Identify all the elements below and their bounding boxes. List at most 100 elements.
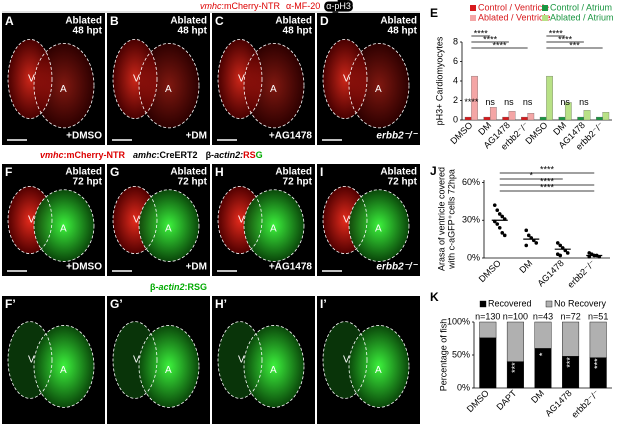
data-point [526, 233, 531, 238]
chamber-label: V [28, 74, 35, 85]
n-label: n=43 [533, 311, 553, 321]
atrium-tissue [139, 189, 199, 262]
atrium-tissue [34, 325, 94, 408]
y-tick-label: 0% [467, 252, 480, 262]
atrium-tissue [244, 189, 304, 262]
bar-segment [534, 321, 552, 349]
panel-tag: Ablated [275, 16, 312, 27]
data-point [524, 228, 529, 233]
panel-letter: H [215, 165, 224, 179]
chamber-label: V [343, 74, 350, 85]
data-point [558, 243, 563, 248]
y-axis-label: pH3+ Cardiomyocytes [434, 36, 444, 125]
panel-letter: E [430, 6, 438, 20]
ventricle-outline [217, 39, 263, 119]
atrium-outline [243, 42, 305, 129]
significance-label: **** [474, 28, 489, 38]
chamber-label: V [133, 74, 140, 85]
chamber-label: V [343, 215, 350, 226]
header-part: actin2: [214, 150, 243, 160]
significance-label: **** [483, 34, 498, 44]
image-panel: H’ V A [212, 296, 315, 424]
panel-tag: Ablated [65, 167, 102, 178]
y-tick-label: 0% [457, 382, 470, 392]
treatment-label: +DM [186, 131, 207, 142]
legend-swatch [542, 5, 548, 11]
treatment-label: +DMSO [66, 262, 102, 273]
significance-label: **** [558, 34, 573, 44]
significance-label: **** [492, 40, 507, 50]
y-tick-label: 0 [453, 114, 458, 124]
y-tick-label: 60% [462, 177, 480, 187]
n-label: n=100 [503, 311, 528, 321]
significance-label: **** [540, 182, 555, 192]
x-tick-label: DMSO [477, 258, 503, 284]
atrium-tissue [34, 43, 94, 128]
x-tick-label: AG1478 [535, 258, 565, 288]
bar [577, 116, 585, 121]
x-tick-label: erbb2⁻/⁻ [569, 388, 601, 420]
treatment-label: +AG1478 [269, 131, 313, 142]
legend-swatch [470, 5, 476, 11]
image-panel: G’ V A [107, 296, 210, 424]
chamber-label: V [28, 215, 35, 226]
header-part: actin2 [159, 282, 185, 292]
x-tick-label: AG1478 [543, 388, 573, 418]
chamber-label: V [238, 355, 245, 366]
bar-segment [479, 321, 497, 339]
atrium-outline [348, 325, 410, 408]
panel-header: β-actin2:RSG [150, 282, 207, 292]
significance-label: *** [510, 362, 520, 373]
atrium-tissue [349, 43, 409, 128]
data-point [497, 226, 502, 230]
x-tick-label: erbb2⁻/⁻ [566, 258, 598, 290]
panel-letter: F’ [5, 297, 16, 311]
data-point [497, 212, 502, 216]
significance-label: ns [560, 97, 570, 107]
atrium-tissue [349, 189, 409, 262]
header-part: vmhc [40, 150, 64, 160]
significance-label: ns [579, 97, 589, 107]
treatment-label: +DMSO [66, 131, 102, 142]
panel-tag: 72 hpt [73, 177, 103, 188]
treatment-label: +AG1478 [269, 262, 313, 273]
chamber-label: A [270, 365, 277, 376]
panel-tag: 72 hpt [283, 177, 313, 188]
bar-segment [479, 337, 497, 389]
atrium-outline [348, 189, 410, 262]
y-tick-label: 4 [453, 75, 458, 85]
bar [471, 75, 478, 121]
atrium-outline [33, 42, 95, 129]
header-part: vmhc [200, 1, 222, 11]
data-point [502, 233, 507, 238]
header-part: :mCherry-NTR [222, 1, 281, 11]
significance-label: **** [464, 97, 479, 107]
bar [546, 75, 553, 121]
legend-swatch [545, 300, 553, 308]
panel-letter: J [430, 164, 437, 178]
data-point [524, 243, 529, 248]
atrium-tissue [139, 43, 199, 128]
bar [521, 116, 528, 121]
y-axis-label: Percentage of fish [438, 319, 448, 392]
panel-tag: 48 hpt [388, 26, 418, 37]
data-point [492, 203, 497, 207]
chamber-label: A [270, 224, 277, 235]
header-part: α-pH3 [326, 1, 351, 11]
panel-tag: 48 hpt [283, 26, 313, 37]
atrium-outline [348, 42, 410, 129]
header-part: :CreERT2 [157, 150, 198, 160]
treatment-label: erbb2⁻/⁻ [376, 262, 418, 273]
atrium-outline [138, 42, 200, 129]
panel-header: vmhc:mCherry-NTR amhc:CreERT2 β-actin2:RSG [40, 150, 263, 160]
atrium-tissue [139, 325, 199, 408]
ventricle-outline [112, 39, 158, 119]
chamber-label: A [60, 365, 67, 376]
chamber-label: V [238, 74, 245, 85]
atrium-tissue [244, 43, 304, 128]
legend-label: Recovered [488, 298, 532, 308]
